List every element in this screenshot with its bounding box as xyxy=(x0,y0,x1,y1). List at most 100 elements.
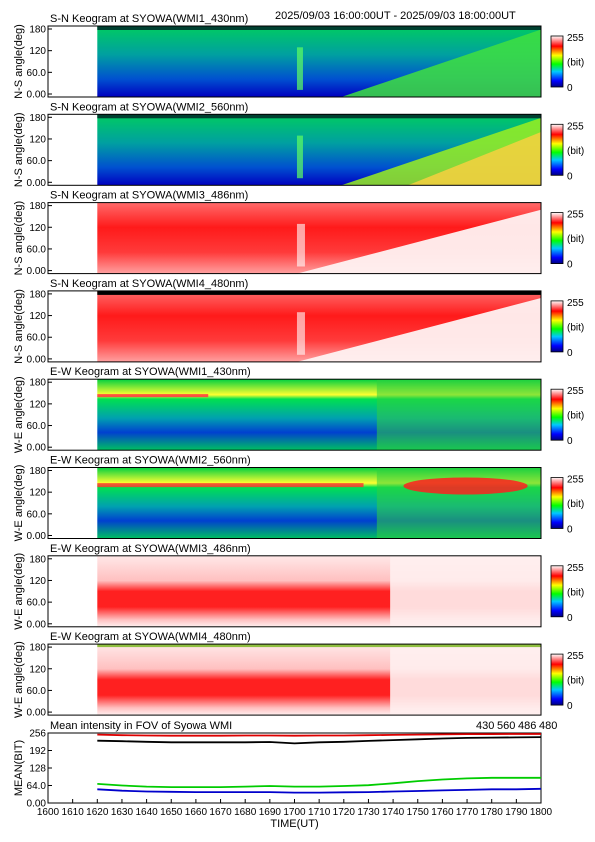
keogram-feature xyxy=(403,477,528,495)
keogram-panel: E-W Keogram at SYOWA(WMI1_430nm) 180 120 60… xyxy=(13,366,584,454)
legend-430: 430 xyxy=(476,720,494,732)
colorbar-max-label: 255 xyxy=(567,386,584,397)
colorbar-unit-label: (bit) xyxy=(567,146,584,157)
y-tick-label: 180 xyxy=(29,113,46,124)
keogram-band xyxy=(341,29,541,97)
keogram-top-band xyxy=(97,114,542,119)
y-tick-label: 0.00 xyxy=(27,266,47,277)
series-line-430 xyxy=(97,787,542,794)
y-tick-label: 256 xyxy=(29,729,46,740)
keogram-panel: S-N Keogram at SYOWA(WMI4_480nm) 180 120 60… xyxy=(13,278,584,366)
panel-title: S-N Keogram at SYOWA(WMI1_430nm) xyxy=(50,13,248,25)
x-tick-label: 1730 xyxy=(357,807,380,818)
x-tick-label: 1610 xyxy=(62,807,85,818)
y-axis-label: W-E angle(deg) xyxy=(13,641,25,718)
y-axis-label: N-S angle(deg) xyxy=(13,289,25,364)
keogram-band xyxy=(390,555,541,627)
x-tick-label: 1720 xyxy=(333,807,356,818)
mean-plot-title: Mean intensity in FOV of Syowa WMI xyxy=(50,720,232,732)
colorbar-min-label: 0 xyxy=(567,436,573,447)
keogram-feature xyxy=(296,47,303,90)
y-tick-label: 0.00 xyxy=(27,354,47,365)
plot-frame xyxy=(47,202,542,275)
y-tick-label: 180 xyxy=(29,201,46,212)
y-tick-label: 60.0 xyxy=(27,509,47,520)
y-axis-label: W-E angle(deg) xyxy=(13,376,25,453)
colorbar-min-label: 0 xyxy=(567,83,573,94)
y-axis-label: N-S angle(deg) xyxy=(13,113,25,188)
colorbar-unit-label: (bit) xyxy=(567,58,584,69)
y-tick-label: 0.00 xyxy=(27,799,47,810)
y-tick-label: 180 xyxy=(29,554,46,565)
keogram-feature xyxy=(296,223,305,267)
keogram-top-band xyxy=(97,290,542,295)
y-tick-label: 180 xyxy=(29,378,46,389)
y-tick-label: 120 xyxy=(29,46,46,57)
y-tick-label: 120 xyxy=(29,399,46,410)
x-tick-label: 1640 xyxy=(135,807,158,818)
y-axis-label: W-E angle(deg) xyxy=(13,465,25,542)
x-tick-label: 1650 xyxy=(160,807,183,818)
x-tick-label: 1660 xyxy=(185,807,208,818)
colorbar-unit-label: (bit) xyxy=(567,234,584,245)
y-tick-label: 128 xyxy=(29,764,46,775)
series-line-560 xyxy=(97,776,541,788)
y-tick-label: 0.00 xyxy=(27,90,47,101)
y-tick-label: 180 xyxy=(29,289,46,300)
x-tick-label: 1630 xyxy=(111,807,134,818)
y-tick-label: 60.0 xyxy=(27,156,47,167)
mean-intensity-plot: Mean intensity in FOV of Syowa WMI 256 192… xyxy=(13,720,557,810)
keogram-panel: S-N Keogram at SYOWA(WMI1_430nm) 180 120 60… xyxy=(13,13,584,101)
keogram-top-band xyxy=(97,26,542,30)
colorbar-max-label: 255 xyxy=(567,33,584,44)
colorbar xyxy=(550,477,564,529)
x-tick-label: 1620 xyxy=(86,807,109,818)
time-axis: 1600 1610 1620 1630 1640 1650 1660 1670 1680 1690… xyxy=(37,799,553,830)
y-tick-label: 120 xyxy=(29,134,46,145)
keogram-band xyxy=(376,379,541,451)
x-axis-label: TIME(UT) xyxy=(270,818,318,830)
colorbar-min-label: 0 xyxy=(567,701,573,712)
colorbar-min-label: 0 xyxy=(567,348,573,359)
keogram-band xyxy=(296,209,541,274)
panel-title: S-N Keogram at SYOWA(WMI2_560nm) xyxy=(50,101,248,113)
x-tick-label: 1790 xyxy=(505,807,528,818)
panel-title: E-W Keogram at SYOWA(WMI1_430nm) xyxy=(50,366,251,378)
y-tick-label: 60.0 xyxy=(27,68,47,79)
colorbar-max-label: 255 xyxy=(567,298,584,309)
keogram-panel: E-W Keogram at SYOWA(WMI4_480nm) 180 120 60… xyxy=(13,631,584,719)
colorbar-min-label: 0 xyxy=(567,613,573,624)
y-axis-label: W-E angle(deg) xyxy=(13,553,25,630)
y-tick-label: 0.00 xyxy=(27,531,47,542)
y-tick-label: 0.00 xyxy=(27,178,47,189)
keogram-feature xyxy=(296,135,303,179)
colorbar-max-label: 255 xyxy=(567,475,584,486)
colorbar-min-label: 0 xyxy=(567,171,573,182)
y-tick-label: 60.0 xyxy=(27,686,47,697)
y-tick-label: 180 xyxy=(29,643,46,654)
y-tick-label: 60.0 xyxy=(27,598,47,609)
x-tick-label: 1760 xyxy=(431,807,454,818)
y-tick-label: 60.0 xyxy=(27,421,47,432)
y-tick-label: 180 xyxy=(29,25,46,36)
x-tick-label: 1780 xyxy=(481,807,504,818)
colorbar xyxy=(550,565,564,618)
y-tick-label: 120 xyxy=(29,223,46,234)
y-axis-label: MEAN(BIT) xyxy=(13,740,25,796)
x-tick-label: 1750 xyxy=(407,807,430,818)
colorbar-min-label: 0 xyxy=(567,525,573,536)
colorbar-max-label: 255 xyxy=(567,563,584,574)
x-tick-label: 1740 xyxy=(382,807,405,818)
legend-480: 480 xyxy=(539,720,557,732)
keogram-panels: S-N Keogram at SYOWA(WMI1_430nm) 180 120 60… xyxy=(13,13,584,719)
plot-frame xyxy=(47,290,542,363)
y-tick-label: 192 xyxy=(29,746,46,757)
y-axis-label: N-S angle(deg) xyxy=(13,201,25,276)
colorbar xyxy=(550,212,564,265)
keogram-feature xyxy=(296,312,305,355)
panel-title: E-W Keogram at SYOWA(WMI2_560nm) xyxy=(50,455,251,467)
colorbar-unit-label: (bit) xyxy=(567,322,584,333)
y-tick-label: 180 xyxy=(29,466,46,477)
colorbar-unit-label: (bit) xyxy=(567,676,584,687)
